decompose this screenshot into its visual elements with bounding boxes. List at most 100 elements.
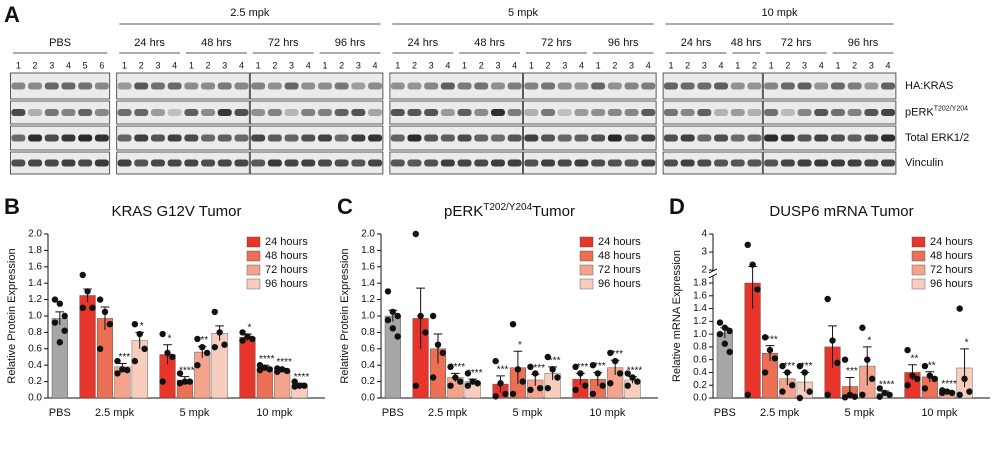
data-point — [266, 366, 273, 373]
blot-band — [714, 82, 729, 90]
dose-label: 2.5 mpk — [230, 7, 270, 19]
data-point — [749, 261, 756, 268]
blot-band — [864, 82, 879, 90]
blot-band — [251, 109, 266, 116]
blot-box — [10, 151, 111, 175]
data-point — [716, 319, 724, 326]
data-point — [256, 362, 264, 369]
blot-band — [457, 159, 472, 167]
blot-band — [697, 109, 712, 116]
x-tick-label: 10 mpk — [256, 407, 293, 419]
lane-number: 1 — [735, 60, 740, 70]
data-point — [577, 370, 584, 377]
dose-label: 10 mpk — [761, 7, 798, 19]
data-point — [629, 374, 636, 381]
y-tick-label: 2.0 — [28, 229, 42, 240]
data-point — [492, 357, 499, 365]
lane-group-label: 24 hrs — [134, 37, 165, 49]
blot-box — [249, 100, 384, 125]
significance: *** — [784, 361, 796, 372]
lane-number: 4 — [646, 60, 651, 70]
data-point — [796, 394, 804, 402]
data-point — [961, 375, 968, 383]
y-tick-label: 2.0 — [361, 229, 375, 240]
row-label: Total ERK1/2 — [905, 132, 969, 144]
blot-band — [457, 82, 472, 90]
data-point — [106, 321, 114, 328]
data-point — [131, 321, 139, 328]
data-point — [544, 384, 551, 392]
data-point — [394, 333, 401, 340]
lane-group-label: 72 hrs — [268, 37, 299, 49]
data-point — [278, 366, 286, 373]
data-point — [114, 357, 121, 365]
data-point — [211, 343, 218, 351]
blot-band — [830, 82, 845, 90]
data-point — [921, 385, 929, 392]
legend-swatch — [911, 278, 926, 290]
blot-band — [267, 134, 282, 142]
blot-band — [334, 82, 349, 90]
data-point — [766, 346, 774, 354]
blot-band — [607, 109, 622, 116]
x-tick-label: 5 mpk — [844, 407, 874, 419]
lane-number: 2 — [412, 60, 417, 70]
blot-box — [10, 125, 111, 151]
data-point — [84, 288, 91, 295]
data-point — [956, 305, 963, 312]
blot-band — [201, 82, 216, 90]
blot-band — [167, 109, 182, 116]
significance: ** — [911, 353, 919, 364]
blot-band — [747, 159, 762, 167]
data-point — [469, 378, 476, 385]
x-tick-label: 2.5 mpk — [760, 407, 800, 419]
legend-label: 96 hours — [265, 278, 308, 290]
blot-band — [697, 134, 712, 142]
blot-box — [249, 151, 384, 175]
data-point — [948, 389, 956, 397]
lane-number: 1 — [596, 60, 601, 70]
blot-band — [317, 109, 332, 116]
blot-band — [663, 159, 678, 167]
data-point — [509, 321, 517, 328]
lane-number: 2 — [785, 60, 790, 70]
lane-group-label: 48 hrs — [474, 37, 505, 49]
blot-band — [797, 134, 812, 142]
blot-band — [641, 82, 656, 90]
lane-group-label: 48 hrs — [201, 37, 232, 49]
blot-box — [10, 100, 111, 125]
lane-number: 3 — [289, 60, 294, 70]
data-point — [926, 372, 934, 379]
significance: *** — [577, 362, 589, 373]
blot-band — [334, 109, 349, 116]
chart-title: KRAS G12V Tumor — [111, 203, 241, 220]
lane-number: 6 — [99, 60, 104, 70]
blot-band — [28, 82, 43, 90]
blot-band — [591, 82, 606, 90]
significance: * — [518, 340, 522, 351]
blot-band — [797, 109, 812, 116]
blot-box — [662, 100, 763, 125]
data-point — [761, 369, 769, 376]
blot-band — [507, 134, 522, 142]
blot-box — [116, 100, 250, 125]
blot-band — [217, 82, 232, 90]
data-point — [79, 304, 86, 311]
blot-band — [94, 134, 109, 142]
legend-swatch — [911, 264, 926, 276]
lane-number: 3 — [495, 60, 500, 70]
blot-box — [523, 100, 657, 125]
blot-band — [780, 109, 795, 116]
significance: * — [867, 336, 871, 347]
significance: **** — [529, 363, 545, 374]
blot-band — [764, 159, 779, 167]
data-point — [607, 349, 614, 357]
data-point — [194, 362, 201, 369]
blot-band — [507, 159, 522, 167]
data-point — [881, 389, 888, 397]
blot-band — [11, 134, 26, 142]
data-point — [412, 230, 419, 238]
blot-band — [814, 159, 829, 167]
significance: **** — [294, 372, 310, 383]
lane-number: 1 — [835, 60, 840, 70]
